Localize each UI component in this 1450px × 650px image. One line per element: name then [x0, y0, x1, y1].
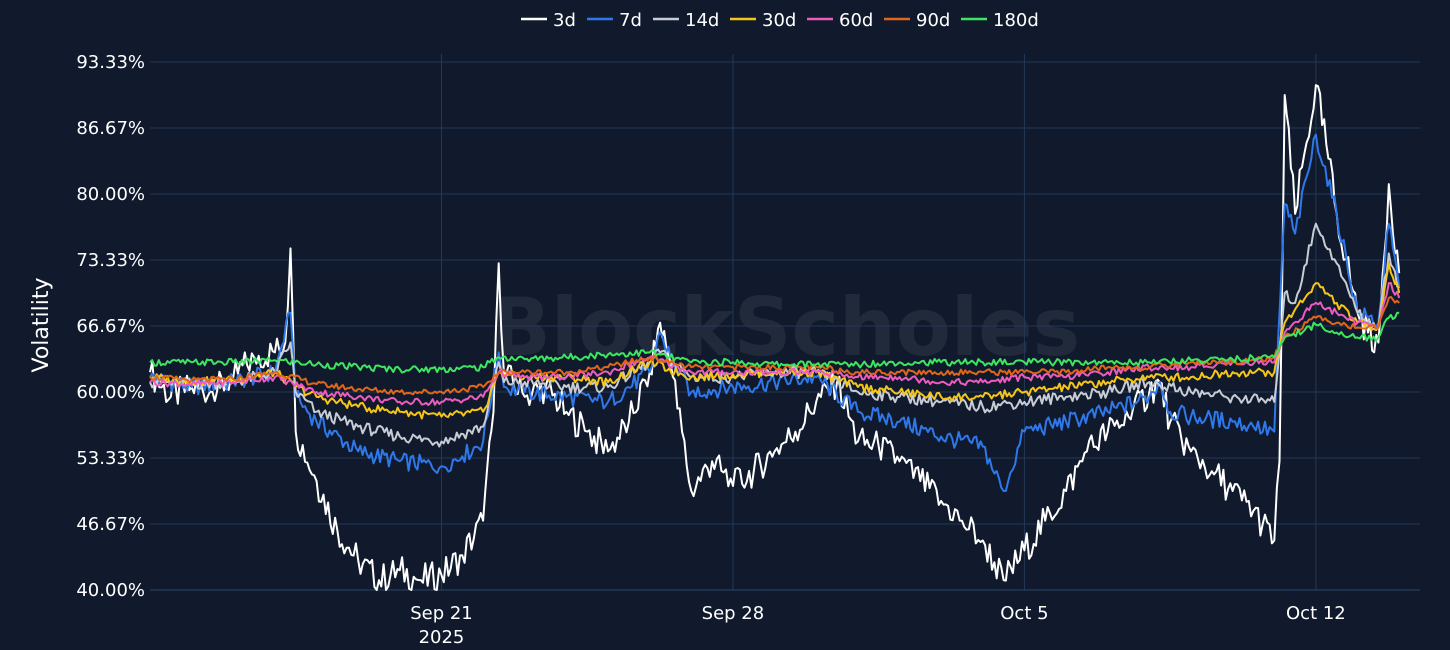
legend-item-90d[interactable]: 90d: [884, 10, 950, 31]
grid: [150, 54, 1420, 591]
series-lines: [149, 84, 1401, 591]
legend-label: 90d: [916, 10, 950, 31]
legend-item-3d[interactable]: 3d: [521, 10, 576, 31]
legend-item-7d[interactable]: 7d: [587, 10, 642, 31]
series-line-3d: [149, 84, 1401, 591]
series-line-14d: [149, 222, 1400, 448]
y-tick-label: 93.33%: [76, 52, 145, 73]
legend-item-30d[interactable]: 30d: [730, 10, 796, 31]
y-tick-label: 86.67%: [76, 118, 145, 139]
legend-item-14d[interactable]: 14d: [653, 10, 719, 31]
x-tick-sublabel: 2025: [419, 627, 465, 648]
legend-label: 3d: [553, 10, 576, 31]
y-tick-label: 46.67%: [76, 514, 145, 535]
legend-label: 14d: [685, 10, 719, 31]
legend-label: 7d: [619, 10, 642, 31]
legend-item-180d[interactable]: 180d: [961, 10, 1039, 31]
legend-label: 60d: [839, 10, 873, 31]
series-line-90d: [149, 295, 1400, 396]
series-line-60d: [149, 282, 1401, 406]
y-tick-label: 40.00%: [76, 580, 145, 601]
legend-item-60d[interactable]: 60d: [807, 10, 873, 31]
legend-label: 180d: [993, 10, 1039, 31]
y-tick-label: 60.00%: [76, 382, 145, 403]
x-tick-label: Oct 5: [1000, 603, 1048, 624]
x-tick-label: Sep 21: [410, 603, 473, 624]
y-axis-title: Volatility: [29, 277, 54, 372]
y-tick-label: 80.00%: [76, 184, 145, 205]
x-tick-label: Oct 12: [1286, 603, 1346, 624]
y-tick-label: 73.33%: [76, 250, 145, 271]
x-axis: Sep 21 2025 Sep 28 Oct 5 Oct 12: [410, 603, 1346, 648]
legend-label: 30d: [762, 10, 796, 31]
legend[interactable]: 3d 7d 14d 30d 60d 90d 180d: [521, 10, 1039, 31]
y-tick-label: 53.33%: [76, 448, 145, 469]
series-line-180d: [149, 311, 1400, 374]
y-tick-label: 66.67%: [76, 316, 145, 337]
x-tick-label: Sep 28: [702, 603, 765, 624]
series-line-7d: [149, 133, 1401, 492]
y-axis: 40.00% 46.67% 53.33% 60.00% 66.67% 73.33% 80.0…: [76, 52, 145, 601]
